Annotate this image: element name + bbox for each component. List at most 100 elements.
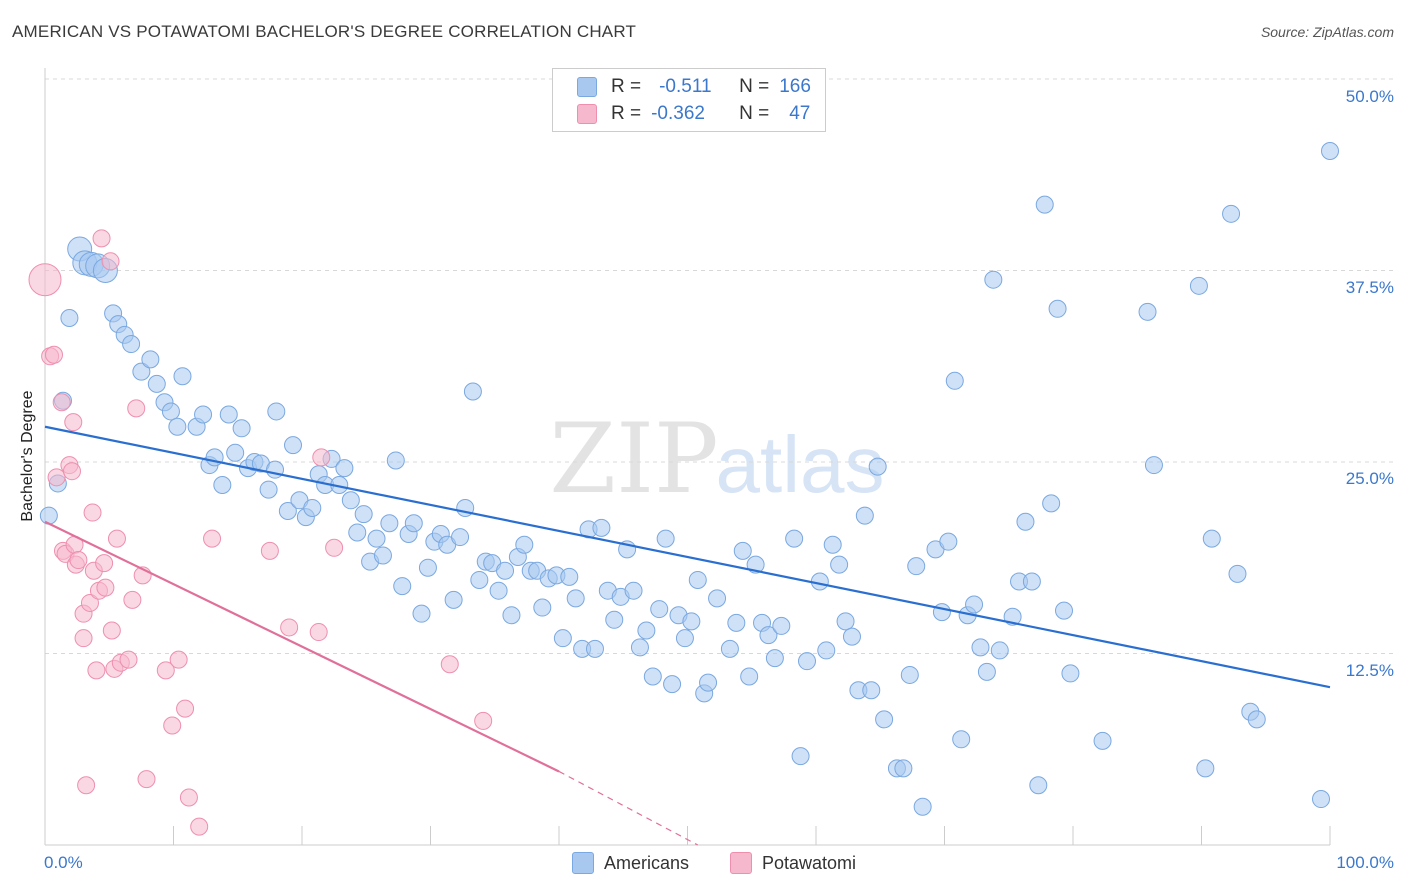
r-label: R = (611, 76, 642, 97)
american-point (502, 606, 521, 625)
american-point (412, 604, 431, 623)
r-value: -0.362 (651, 103, 705, 124)
potawatomi-point (309, 623, 328, 642)
american-point (913, 797, 932, 816)
legend-item-potawatomi[interactable]: Potawatomi (730, 852, 856, 874)
x-tick-label: 100.0% (1336, 853, 1394, 872)
potawatomi-point (101, 252, 120, 271)
american-point (122, 335, 141, 354)
y-tick-label: 37.5% (1345, 278, 1394, 297)
n-label: N = (739, 103, 770, 124)
american-point (823, 535, 842, 554)
american-point (637, 621, 656, 640)
american-point (900, 665, 919, 684)
potawatomi-point (77, 776, 96, 795)
american-point (939, 532, 958, 551)
americans-swatch (577, 77, 597, 97)
american-point (348, 523, 367, 542)
american-point (791, 747, 810, 766)
r-label: R = (611, 103, 642, 124)
american-point (60, 308, 79, 327)
americans-label: Americans (604, 852, 690, 873)
american-point (213, 475, 232, 494)
american-point (1202, 529, 1221, 548)
american-point (585, 639, 604, 658)
potawatomi-point (96, 578, 115, 597)
potawatomi-point (80, 593, 99, 612)
american-point (1228, 564, 1247, 583)
american-point (470, 570, 489, 589)
american-point (1022, 572, 1041, 591)
american-point (444, 590, 463, 609)
potawatomi-point (260, 541, 279, 560)
american-point (141, 350, 160, 369)
american-point (1138, 302, 1157, 321)
american-point (161, 402, 180, 421)
american-point (393, 577, 412, 596)
potawatomi-point (74, 629, 93, 648)
american-point (560, 567, 579, 586)
american-point (553, 629, 572, 648)
source-label: Source: ZipAtlas.com (1260, 24, 1394, 40)
american-point (688, 570, 707, 589)
american-point (1042, 494, 1061, 513)
american-point (267, 402, 286, 421)
potawatomi-point (52, 393, 71, 412)
american-point (1312, 790, 1331, 809)
american-point (496, 561, 515, 580)
potawatomi-point (474, 711, 493, 730)
y-tick-label: 12.5% (1345, 661, 1394, 680)
american-point (830, 555, 849, 574)
american-point (39, 506, 58, 525)
potawatomi-point (312, 448, 331, 467)
potawatomi-point (156, 661, 175, 680)
american-point (463, 382, 482, 401)
american-point (624, 581, 643, 600)
american-point (798, 652, 817, 671)
n-value: 166 (779, 76, 811, 97)
potawatomi-swatch (577, 104, 597, 124)
american-point (868, 457, 887, 476)
legend-row-americans: R = -0.511 N = 166 (577, 74, 811, 100)
american-point (630, 638, 649, 657)
americans-swatch (572, 852, 594, 874)
american-point (772, 616, 791, 635)
american-point (699, 673, 718, 692)
american-point (720, 639, 739, 658)
american-point (173, 367, 192, 386)
american-point (566, 589, 585, 608)
american-point (380, 514, 399, 533)
watermark-zip: ZIP (549, 403, 718, 515)
american-point (990, 641, 1009, 660)
american-point (533, 598, 552, 617)
american-point (965, 595, 984, 614)
american-point (675, 629, 694, 648)
potawatomi-point (87, 661, 106, 680)
american-point (341, 491, 360, 510)
r-value: -0.511 (659, 76, 712, 97)
american-point (404, 514, 423, 533)
american-point (226, 443, 245, 462)
american-point (605, 610, 624, 629)
american-point (1029, 776, 1048, 795)
american-point (733, 541, 752, 560)
american-point (194, 405, 213, 424)
american-point (1048, 299, 1067, 318)
american-point (817, 641, 836, 660)
potawatomi-point (28, 263, 62, 297)
american-point (1061, 664, 1080, 683)
potawatomi-point (179, 788, 198, 807)
american-point (373, 546, 392, 565)
american-point (862, 681, 881, 700)
american-point (1222, 204, 1241, 223)
american-point (592, 518, 611, 537)
n-label: N = (739, 76, 770, 97)
american-point (682, 612, 701, 631)
american-point (650, 600, 669, 619)
potawatomi-point (123, 590, 142, 609)
potawatomi-point (95, 554, 114, 573)
legend-item-americans[interactable]: Americans (572, 852, 689, 874)
american-point (842, 627, 861, 646)
potawatomi-point (127, 399, 146, 418)
american-point (765, 649, 784, 668)
